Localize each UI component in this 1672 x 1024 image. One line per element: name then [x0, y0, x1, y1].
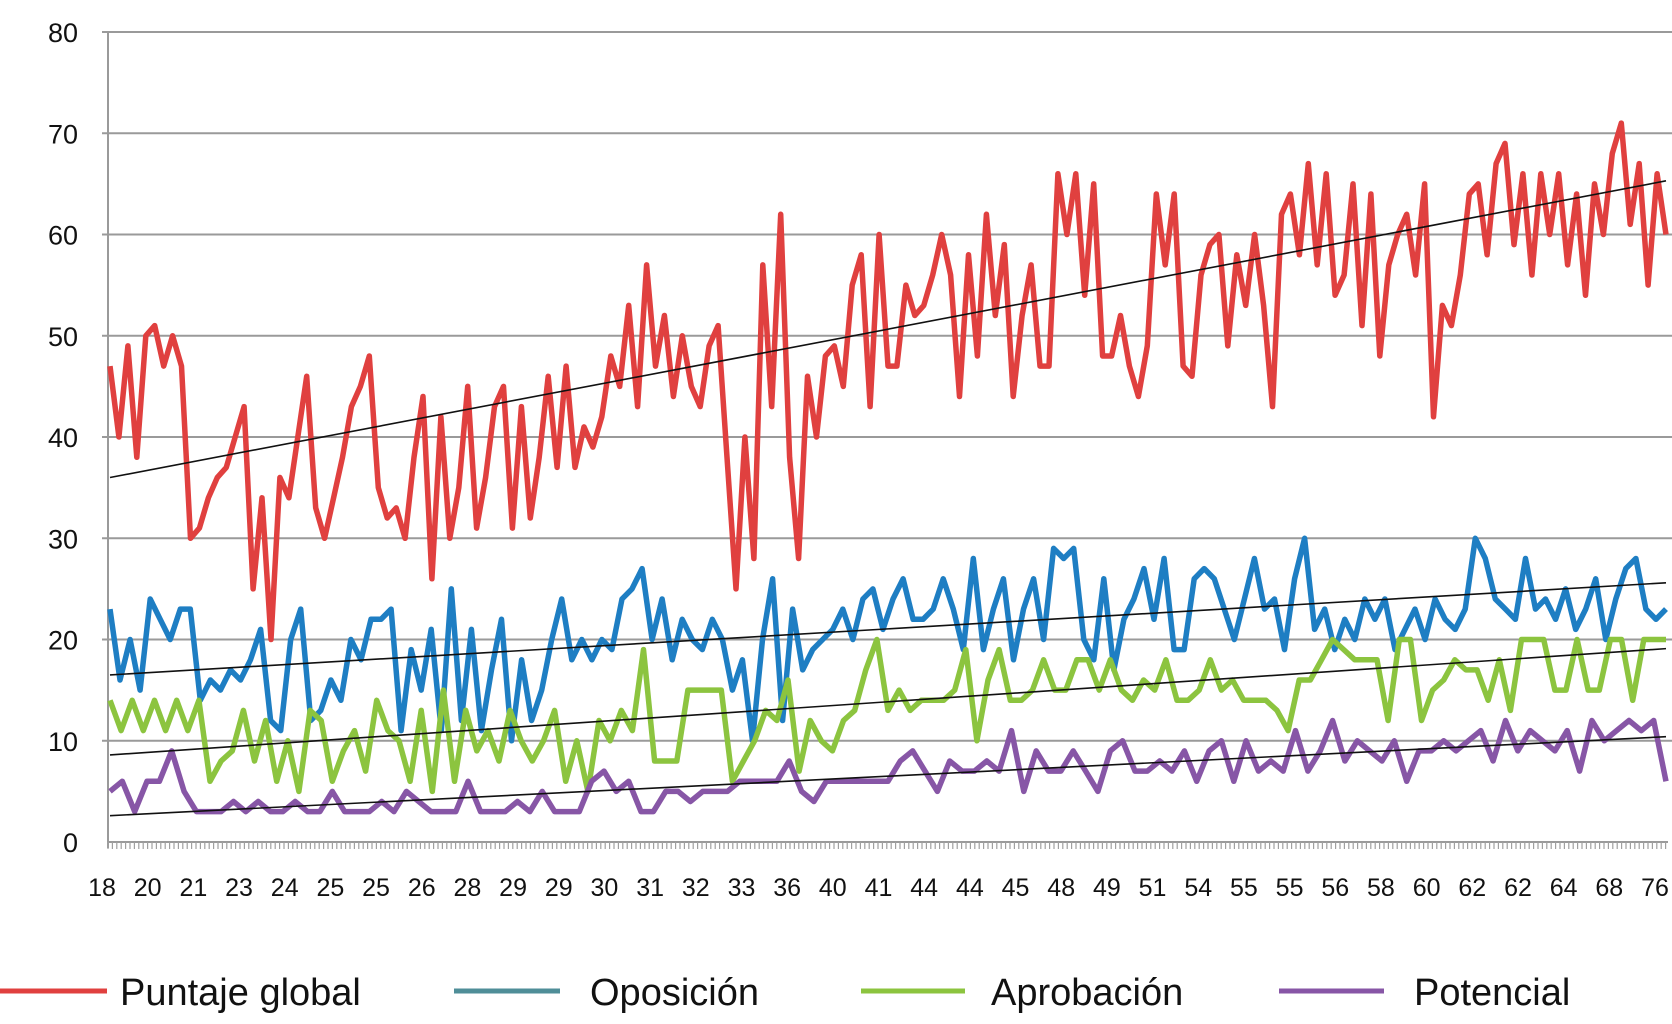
x-tick-label: 54 [1184, 874, 1212, 902]
legend-label: Aprobación [991, 972, 1183, 1014]
x-tick-label: 30 [591, 874, 619, 902]
x-tick-label: 40 [819, 874, 847, 902]
y-axis: 0 10 20 30 40 50 60 70 80 [48, 18, 109, 858]
x-tick-label: 32 [682, 874, 710, 902]
trendlines [109, 180, 1667, 817]
x-tick-label: 25 [316, 874, 344, 902]
x-tick-label: 68 [1595, 874, 1623, 902]
trendline [109, 180, 1667, 479]
x-tick-label: 33 [728, 874, 756, 902]
y-tick-label: 80 [48, 18, 78, 48]
x-tick-label: 25 [362, 874, 390, 902]
y-tick-label: 40 [48, 423, 78, 453]
x-tick-label: 45 [1002, 874, 1030, 902]
legend-label: Puntaje global [120, 972, 361, 1014]
trendline [109, 582, 1667, 676]
y-tick-label: 20 [48, 626, 78, 656]
series-line-potencial [108, 717, 1669, 815]
x-tick-label: 55 [1230, 874, 1258, 902]
y-tick-label: 0 [63, 828, 78, 858]
series-line-oposición [107, 535, 1668, 744]
x-tick-label: 48 [1047, 874, 1075, 902]
legend: Puntaje global Oposición Aprobación Potenci… [0, 972, 1570, 1014]
series-lines [107, 120, 1669, 815]
x-tick-label: 24 [271, 874, 299, 902]
y-tick-label: 10 [48, 727, 78, 757]
x-axis: 18 20 21 23 24 25 25 26 28 29 29 30 31 32 33 36 40 41 44 44… [88, 841, 1669, 902]
x-tick-label: 62 [1504, 874, 1532, 902]
trendline [109, 735, 1667, 817]
legend-label: Oposición [590, 972, 759, 1014]
x-tick-label: 20 [134, 874, 162, 902]
x-tick-label: 62 [1458, 874, 1486, 902]
x-tick-label: 26 [408, 874, 436, 902]
x-tick-label: 56 [1321, 874, 1349, 902]
x-tick-label: 18 [88, 874, 116, 902]
series-line-aprobación [107, 636, 1666, 795]
x-tick-label: 21 [179, 874, 207, 902]
x-tick-label: 41 [865, 874, 893, 902]
x-tick-label: 29 [499, 874, 527, 902]
x-tick-label: 29 [545, 874, 573, 902]
x-tick-label: 51 [1139, 874, 1167, 902]
series-line-puntaje-global [107, 120, 1669, 643]
y-tick-label: 60 [48, 221, 78, 251]
x-tick-label: 60 [1413, 874, 1441, 902]
x-tick-label: 64 [1550, 874, 1578, 902]
trendline [109, 647, 1667, 756]
x-tick-label: 44 [910, 874, 938, 902]
y-tick-label: 50 [48, 322, 78, 352]
legend-label: Potencial [1414, 972, 1570, 1014]
y-tick-label: 30 [48, 524, 78, 554]
y-tick-label: 70 [48, 119, 78, 149]
x-tick-label: 58 [1367, 874, 1395, 902]
x-tick-label: 49 [1093, 874, 1121, 902]
x-tick-label: 31 [636, 874, 664, 902]
x-tick-label: 55 [1276, 874, 1304, 902]
x-tick-label: 44 [956, 874, 984, 902]
x-tick-label: 36 [773, 874, 801, 902]
x-tick-label: 23 [225, 874, 253, 902]
x-tick-label: 28 [454, 874, 482, 902]
x-tick-label: 76 [1641, 874, 1669, 902]
